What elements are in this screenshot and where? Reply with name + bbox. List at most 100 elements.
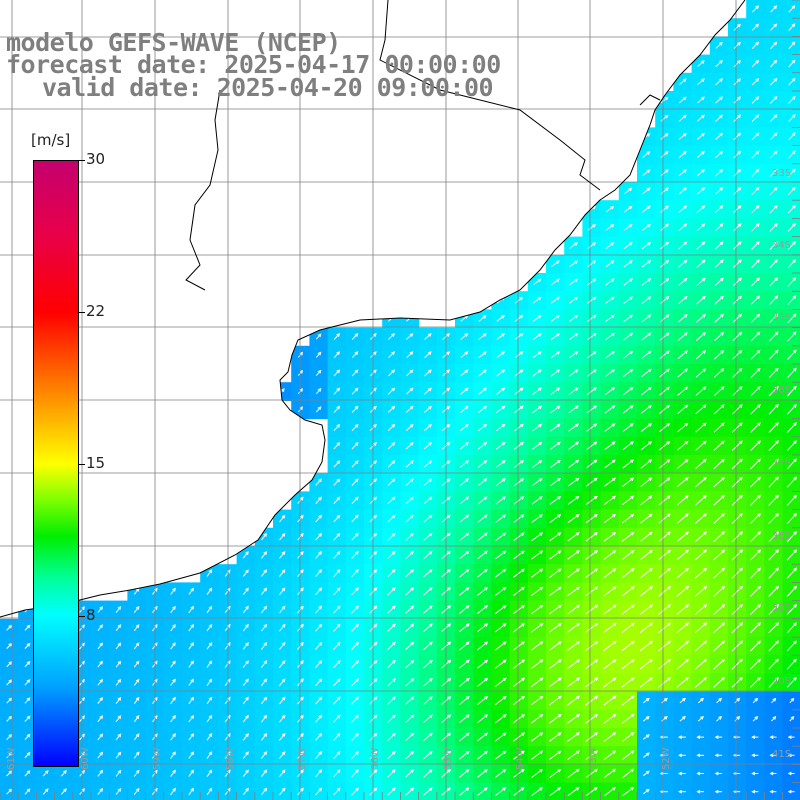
wind-arrow bbox=[206, 769, 213, 777]
wind-arrow bbox=[530, 604, 544, 615]
wind-arrow bbox=[567, 622, 581, 633]
wind-arrow bbox=[788, 59, 796, 68]
wind-arrow bbox=[260, 696, 268, 705]
wind-arrow bbox=[640, 386, 652, 396]
wind-arrow bbox=[459, 478, 470, 487]
wind-arrow bbox=[567, 550, 580, 560]
wind-arrow bbox=[351, 369, 359, 377]
wind-arrow bbox=[405, 514, 414, 523]
wind-arrow bbox=[585, 550, 599, 560]
wind-arrow bbox=[514, 296, 524, 304]
wind-arrow bbox=[661, 697, 668, 704]
wind-arrow bbox=[641, 368, 652, 378]
wind-arrow bbox=[621, 750, 635, 761]
wind-arrow bbox=[532, 351, 542, 359]
wind-arrow bbox=[24, 642, 31, 649]
wind-arrow bbox=[603, 586, 617, 597]
wind-arrow bbox=[731, 458, 743, 470]
wind-arrow bbox=[603, 732, 617, 742]
wind-arrow bbox=[496, 333, 506, 340]
wind-arrow bbox=[750, 476, 761, 488]
wind-arrow bbox=[567, 732, 580, 742]
wind-arrow bbox=[170, 733, 176, 741]
wind-arrow bbox=[279, 751, 286, 759]
wind-arrow bbox=[532, 278, 542, 286]
wind-arrow bbox=[351, 660, 360, 669]
wind-arrow bbox=[459, 605, 470, 614]
wind-arrow bbox=[550, 333, 561, 341]
wind-arrow bbox=[315, 678, 323, 687]
wind-arrow bbox=[621, 513, 635, 524]
wind-arrow bbox=[676, 658, 690, 670]
wind-arrow bbox=[585, 495, 598, 505]
wind-arrow bbox=[641, 314, 652, 323]
wind-arrow bbox=[333, 333, 341, 340]
wind-arrow bbox=[477, 496, 488, 505]
wind-arrow bbox=[477, 423, 488, 432]
wind-arrow bbox=[733, 78, 742, 86]
wind-arrow bbox=[387, 478, 396, 486]
wind-arrow bbox=[604, 441, 616, 451]
wind-arrow bbox=[659, 386, 671, 396]
wind-arrow bbox=[279, 714, 286, 723]
wind-arrow bbox=[567, 768, 580, 779]
wind-arrow bbox=[585, 604, 599, 615]
wind-arrow bbox=[639, 622, 653, 634]
wind-arrow bbox=[678, 789, 686, 794]
wind-arrow bbox=[731, 658, 744, 670]
wind-arrow bbox=[731, 603, 744, 616]
wind-arrow bbox=[787, 295, 797, 305]
wind-arrow bbox=[115, 605, 122, 613]
wind-arrow bbox=[732, 295, 743, 305]
wind-arrow bbox=[623, 260, 633, 268]
wind-arrow bbox=[786, 403, 797, 415]
wind-arrow bbox=[787, 186, 796, 196]
wind-arrow bbox=[351, 587, 359, 596]
wind-arrow bbox=[787, 240, 797, 251]
wind-arrow bbox=[658, 441, 671, 451]
wind-arrow bbox=[642, 752, 650, 758]
wind-arrow bbox=[751, 186, 760, 195]
wind-arrow bbox=[787, 277, 797, 287]
wind-arrow bbox=[478, 315, 487, 322]
wind-arrow bbox=[460, 369, 469, 377]
wind-arrow bbox=[731, 494, 743, 506]
wind-arrow bbox=[622, 423, 634, 432]
wind-arrow bbox=[659, 278, 670, 286]
wind-arrow bbox=[387, 460, 396, 468]
wind-arrow bbox=[568, 405, 579, 414]
wind-arrow bbox=[405, 568, 415, 578]
wind-arrow bbox=[279, 641, 286, 650]
wind-arrow bbox=[788, 150, 796, 159]
wind-arrow bbox=[603, 604, 617, 615]
wind-arrow bbox=[242, 642, 249, 650]
wind-arrow bbox=[405, 677, 415, 687]
wind-arrow bbox=[676, 677, 690, 688]
wind-arrow bbox=[642, 734, 650, 740]
wind-arrow bbox=[676, 513, 689, 524]
wind-arrow bbox=[459, 787, 470, 796]
wind-arrow bbox=[587, 314, 597, 323]
lon-label: 53W bbox=[588, 747, 599, 770]
wind-arrow bbox=[315, 660, 323, 669]
wind-arrow bbox=[476, 732, 489, 742]
wind-arrow bbox=[206, 642, 213, 650]
wind-arrow bbox=[713, 585, 726, 597]
wind-arrow bbox=[641, 278, 652, 286]
wind-arrow bbox=[115, 733, 122, 741]
wind-arrow bbox=[696, 241, 706, 250]
wind-arrow bbox=[477, 550, 488, 560]
wind-arrow bbox=[732, 259, 742, 269]
wind-arrow bbox=[387, 532, 396, 541]
wind-arrow bbox=[605, 278, 615, 286]
wind-arrow bbox=[621, 549, 635, 560]
wind-arrow bbox=[532, 314, 542, 322]
wind-arrow bbox=[133, 660, 140, 668]
wind-arrow bbox=[242, 714, 249, 723]
wind-arrow bbox=[60, 770, 67, 777]
wind-arrow bbox=[494, 695, 507, 706]
wind-arrow bbox=[749, 567, 762, 579]
wind-arrow bbox=[549, 550, 562, 560]
wind-arrow bbox=[261, 569, 268, 577]
wind-arrow bbox=[696, 789, 704, 794]
